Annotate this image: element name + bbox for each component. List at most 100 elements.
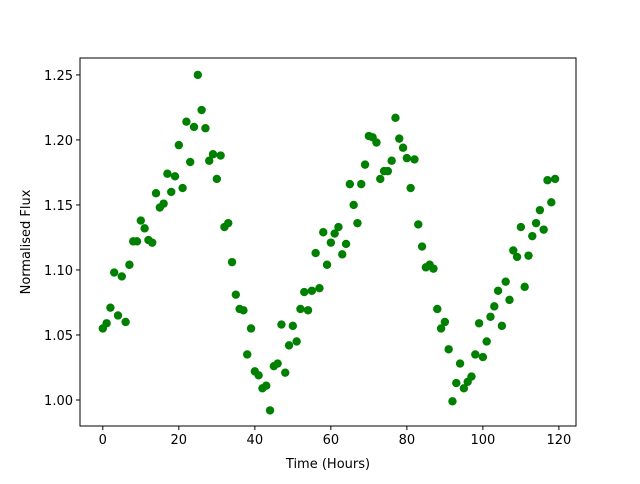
point [281, 368, 290, 377]
point [189, 122, 199, 132]
point [174, 140, 184, 150]
point [474, 319, 484, 328]
point [246, 324, 256, 333]
point [227, 257, 237, 267]
y-tick-label: 1.00 [44, 394, 73, 409]
point [231, 290, 241, 299]
point [117, 272, 127, 281]
point [322, 260, 332, 269]
point [535, 205, 545, 215]
point [497, 321, 507, 331]
axes-frame [79, 57, 577, 427]
point [448, 397, 457, 406]
point [360, 160, 370, 169]
point [201, 124, 210, 133]
point [520, 282, 529, 292]
point [334, 222, 343, 232]
point [452, 378, 461, 388]
point [212, 174, 222, 184]
point [159, 199, 168, 208]
x-tick-label: 20 [171, 433, 188, 448]
point [402, 153, 412, 163]
point [436, 324, 446, 333]
point [330, 229, 339, 238]
point [265, 406, 275, 415]
point [170, 172, 180, 181]
point [543, 176, 552, 185]
point [486, 312, 495, 321]
point [151, 189, 161, 198]
point [284, 341, 294, 350]
point [398, 143, 408, 152]
point [326, 238, 336, 247]
x-axis-label: Time (Hours) [285, 457, 370, 472]
point [383, 166, 393, 176]
x-tick-label: 40 [247, 433, 264, 448]
point [121, 317, 130, 327]
point [311, 248, 320, 258]
point [353, 218, 362, 228]
point [417, 242, 427, 251]
point [478, 352, 488, 362]
point [140, 224, 149, 233]
point [307, 286, 317, 295]
point [273, 359, 282, 368]
point [178, 183, 187, 193]
point [163, 169, 172, 178]
point [224, 218, 233, 228]
y-tick-label: 1.20 [44, 134, 73, 149]
point [216, 151, 225, 160]
point [106, 303, 115, 312]
point [493, 286, 503, 295]
y-tick-label: 1.25 [44, 69, 73, 84]
point [467, 372, 476, 381]
point [132, 237, 142, 246]
point [444, 345, 453, 354]
x-tick-label: 80 [399, 433, 416, 448]
point [262, 381, 271, 390]
point [455, 359, 465, 368]
point [433, 304, 442, 314]
point [528, 231, 537, 241]
point [505, 295, 514, 305]
point [125, 260, 134, 269]
point [531, 218, 541, 228]
point [239, 306, 248, 315]
point [341, 239, 351, 249]
point [440, 317, 450, 327]
point [516, 222, 526, 232]
x-tick-label: 120 [546, 433, 571, 448]
point [292, 337, 301, 346]
y-axis-label: Normalised Flux [19, 189, 34, 294]
point [512, 252, 522, 262]
point [547, 198, 556, 207]
point [357, 179, 366, 189]
point [319, 228, 328, 237]
point [338, 250, 347, 259]
point [387, 156, 396, 165]
point [113, 311, 123, 320]
point [254, 371, 263, 380]
point [102, 319, 111, 328]
point [376, 174, 385, 184]
y-tick-label: 1.05 [44, 329, 73, 344]
point [459, 384, 469, 393]
x-tick-label: 100 [470, 433, 495, 448]
y-tick-label: 1.15 [44, 199, 73, 214]
point [414, 220, 423, 229]
point [167, 187, 176, 197]
point [490, 302, 499, 311]
point [372, 138, 381, 147]
point [395, 134, 404, 143]
point [197, 105, 206, 115]
point [524, 251, 533, 260]
point [303, 306, 313, 315]
point [148, 238, 157, 247]
point [110, 268, 119, 277]
point [300, 287, 309, 297]
point [539, 225, 548, 234]
point [186, 157, 195, 167]
point [288, 321, 298, 331]
